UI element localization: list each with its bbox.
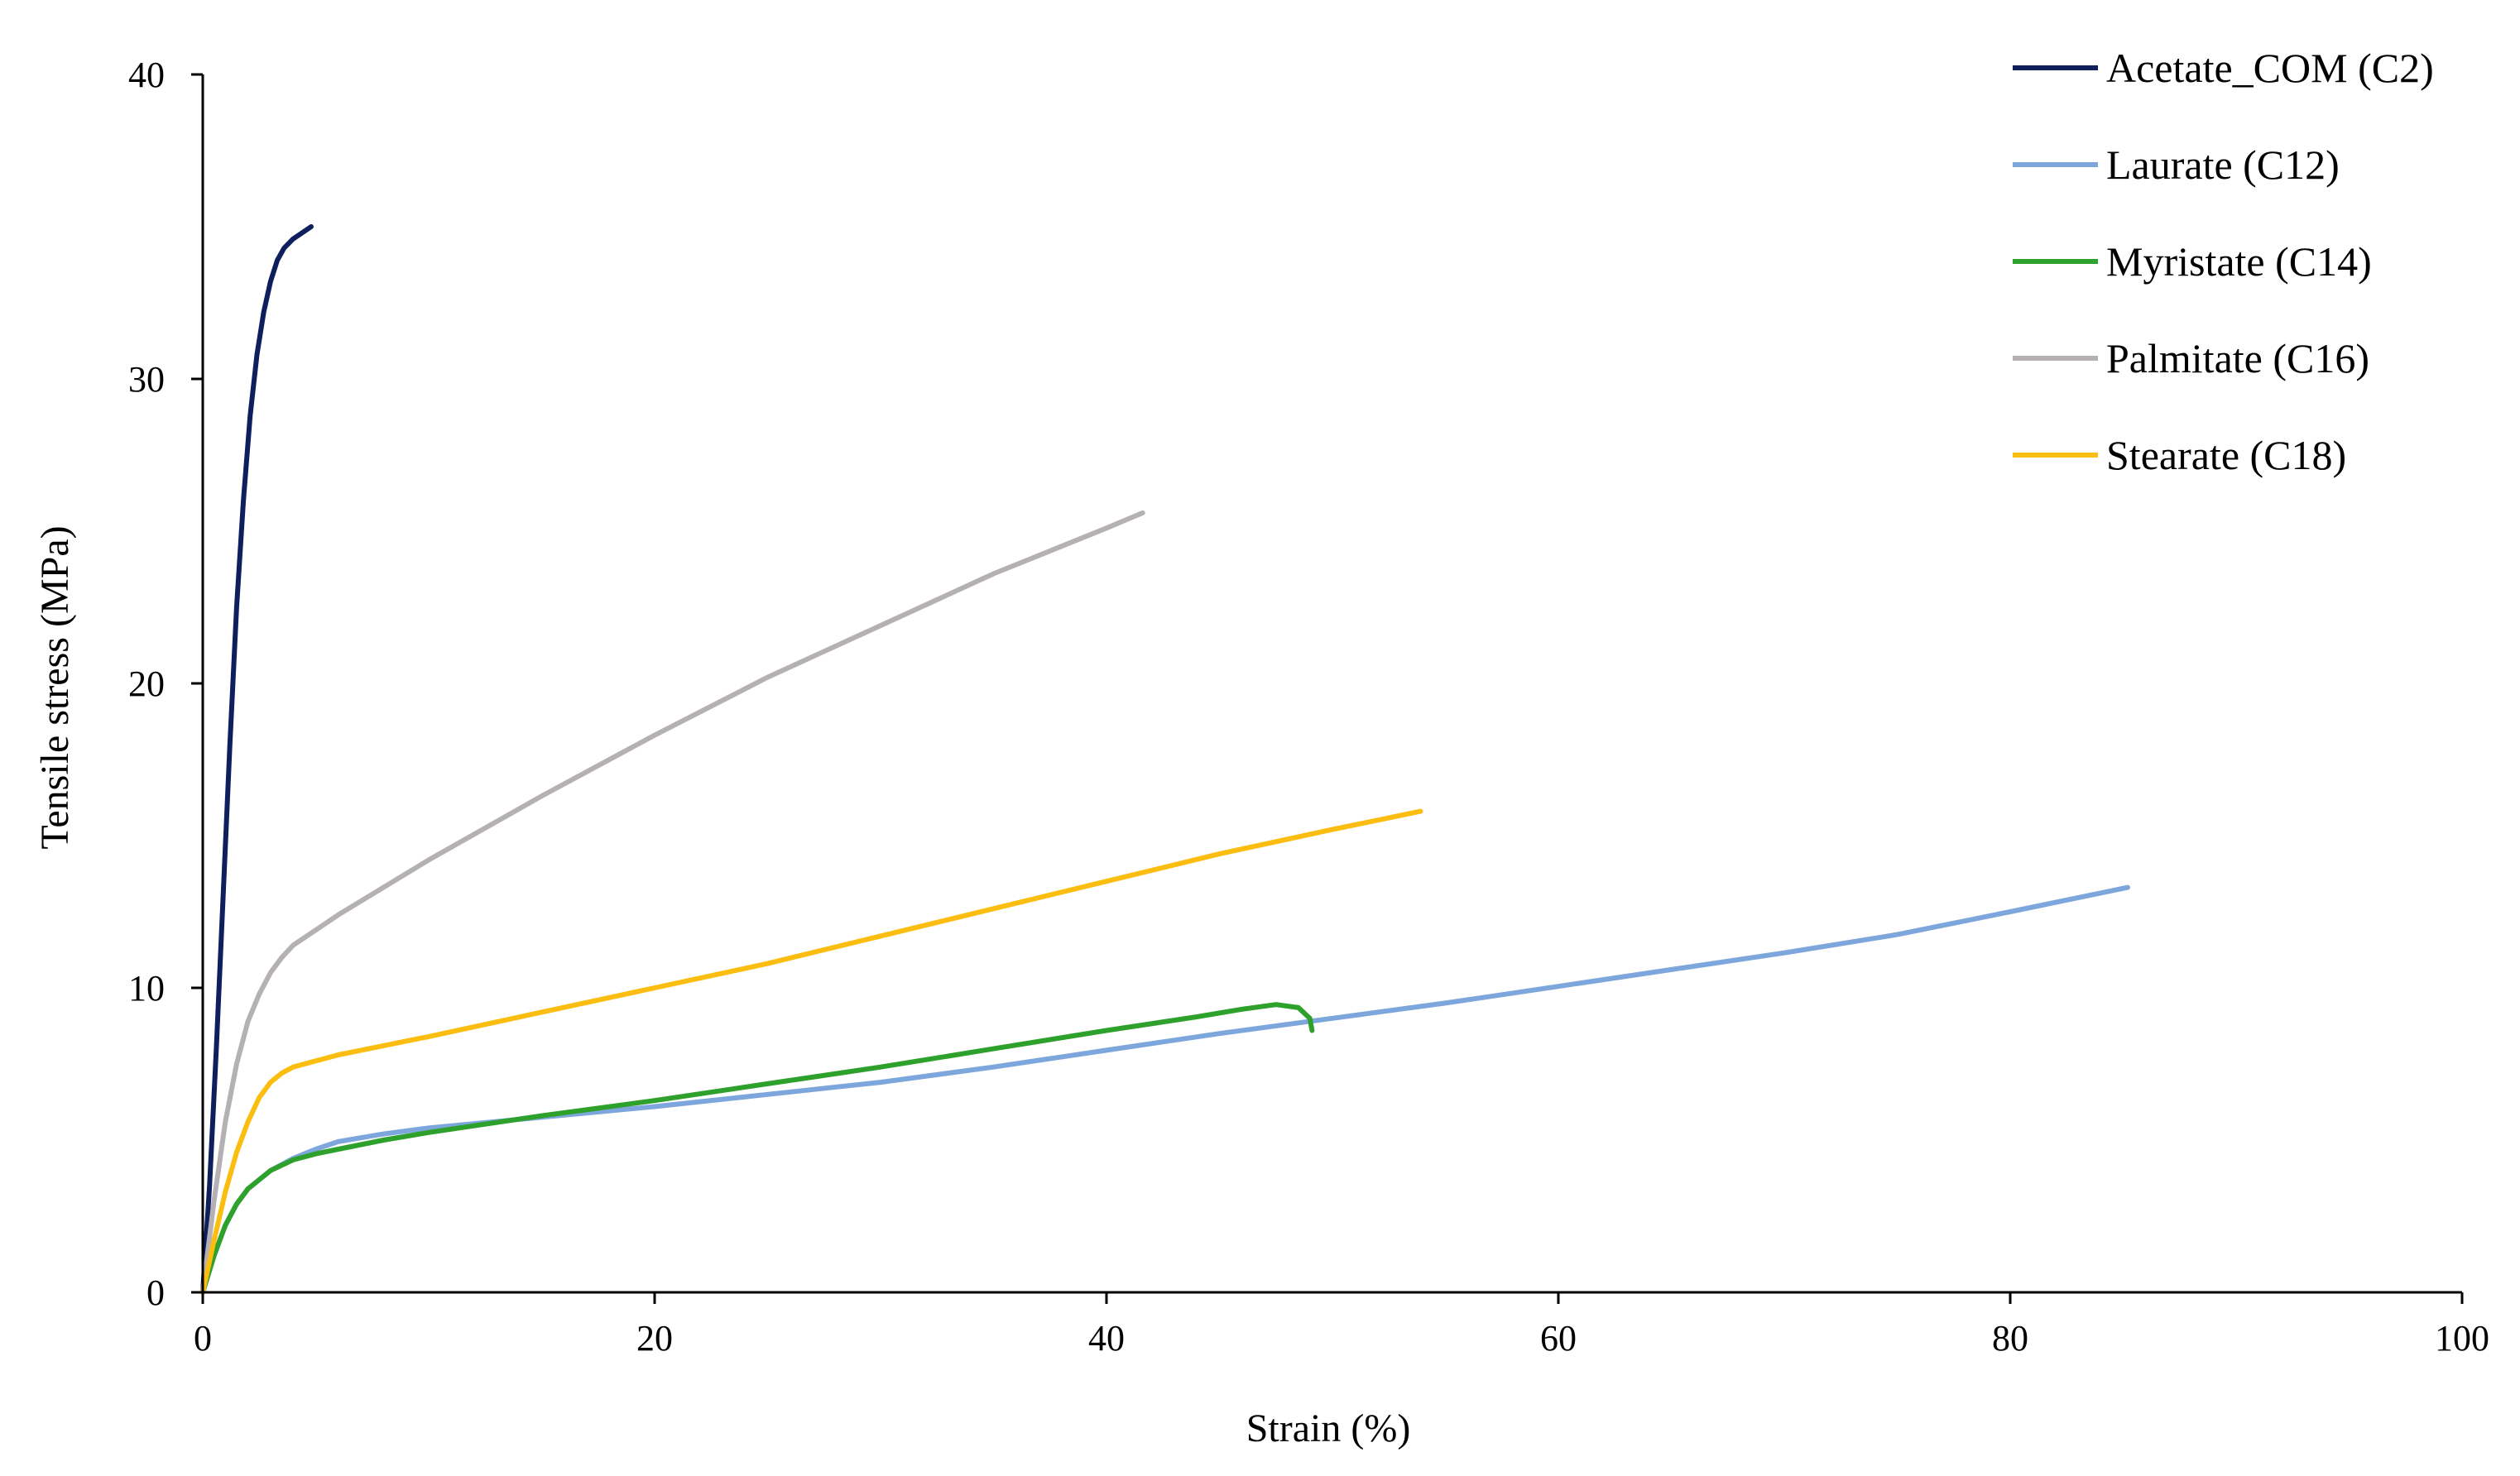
y-tick-label: 20 bbox=[128, 664, 165, 704]
y-tick-label: 10 bbox=[128, 968, 165, 1009]
x-tick-label: 60 bbox=[1540, 1318, 1577, 1359]
y-axis-title: Tensile stress (MPa) bbox=[33, 525, 77, 849]
series-line-stearate-c18 bbox=[200, 808, 1423, 1295]
x-tick-label: 100 bbox=[2435, 1318, 2489, 1359]
legend-item: Palmitate (C16) bbox=[2013, 335, 2369, 381]
series-line-palmitate-c16 bbox=[200, 510, 1145, 1295]
legend-item: Acetate_COM (C2) bbox=[2013, 45, 2434, 91]
series-line-myristate-c14 bbox=[200, 1002, 1315, 1295]
legend-item: Laurate (C12) bbox=[2013, 141, 2340, 188]
x-tick-label: 80 bbox=[1992, 1318, 2028, 1359]
legend: Acetate_COM (C2) Laurate (C12) Myristate (… bbox=[2013, 45, 2434, 478]
y-tick-label: 40 bbox=[128, 55, 165, 95]
series-layer bbox=[200, 224, 2130, 1295]
legend-label: Acetate_COM (C2) bbox=[2106, 45, 2434, 91]
legend-item: Stearate (C18) bbox=[2013, 432, 2346, 478]
y-tick-label: 0 bbox=[146, 1272, 165, 1313]
x-axis-title: Strain (%) bbox=[1246, 1407, 1411, 1450]
legend-label: Laurate (C12) bbox=[2106, 141, 2340, 188]
x-tick-label: 40 bbox=[1088, 1318, 1125, 1359]
legend-label: Myristate (C14) bbox=[2106, 238, 2372, 285]
legend-label: Palmitate (C16) bbox=[2106, 335, 2369, 381]
series-line-acetate-com-c2 bbox=[200, 224, 314, 1295]
ticks-layer: 0 20 40 60 80 100 0 10 20 30 40 bbox=[128, 55, 2489, 1359]
legend-label: Stearate (C18) bbox=[2106, 432, 2346, 478]
series-line-laurate-c12 bbox=[200, 884, 2130, 1295]
legend-item: Myristate (C14) bbox=[2013, 238, 2372, 285]
x-tick-label: 0 bbox=[194, 1318, 212, 1359]
x-tick-label: 20 bbox=[636, 1318, 673, 1359]
y-tick-label: 30 bbox=[128, 359, 165, 400]
